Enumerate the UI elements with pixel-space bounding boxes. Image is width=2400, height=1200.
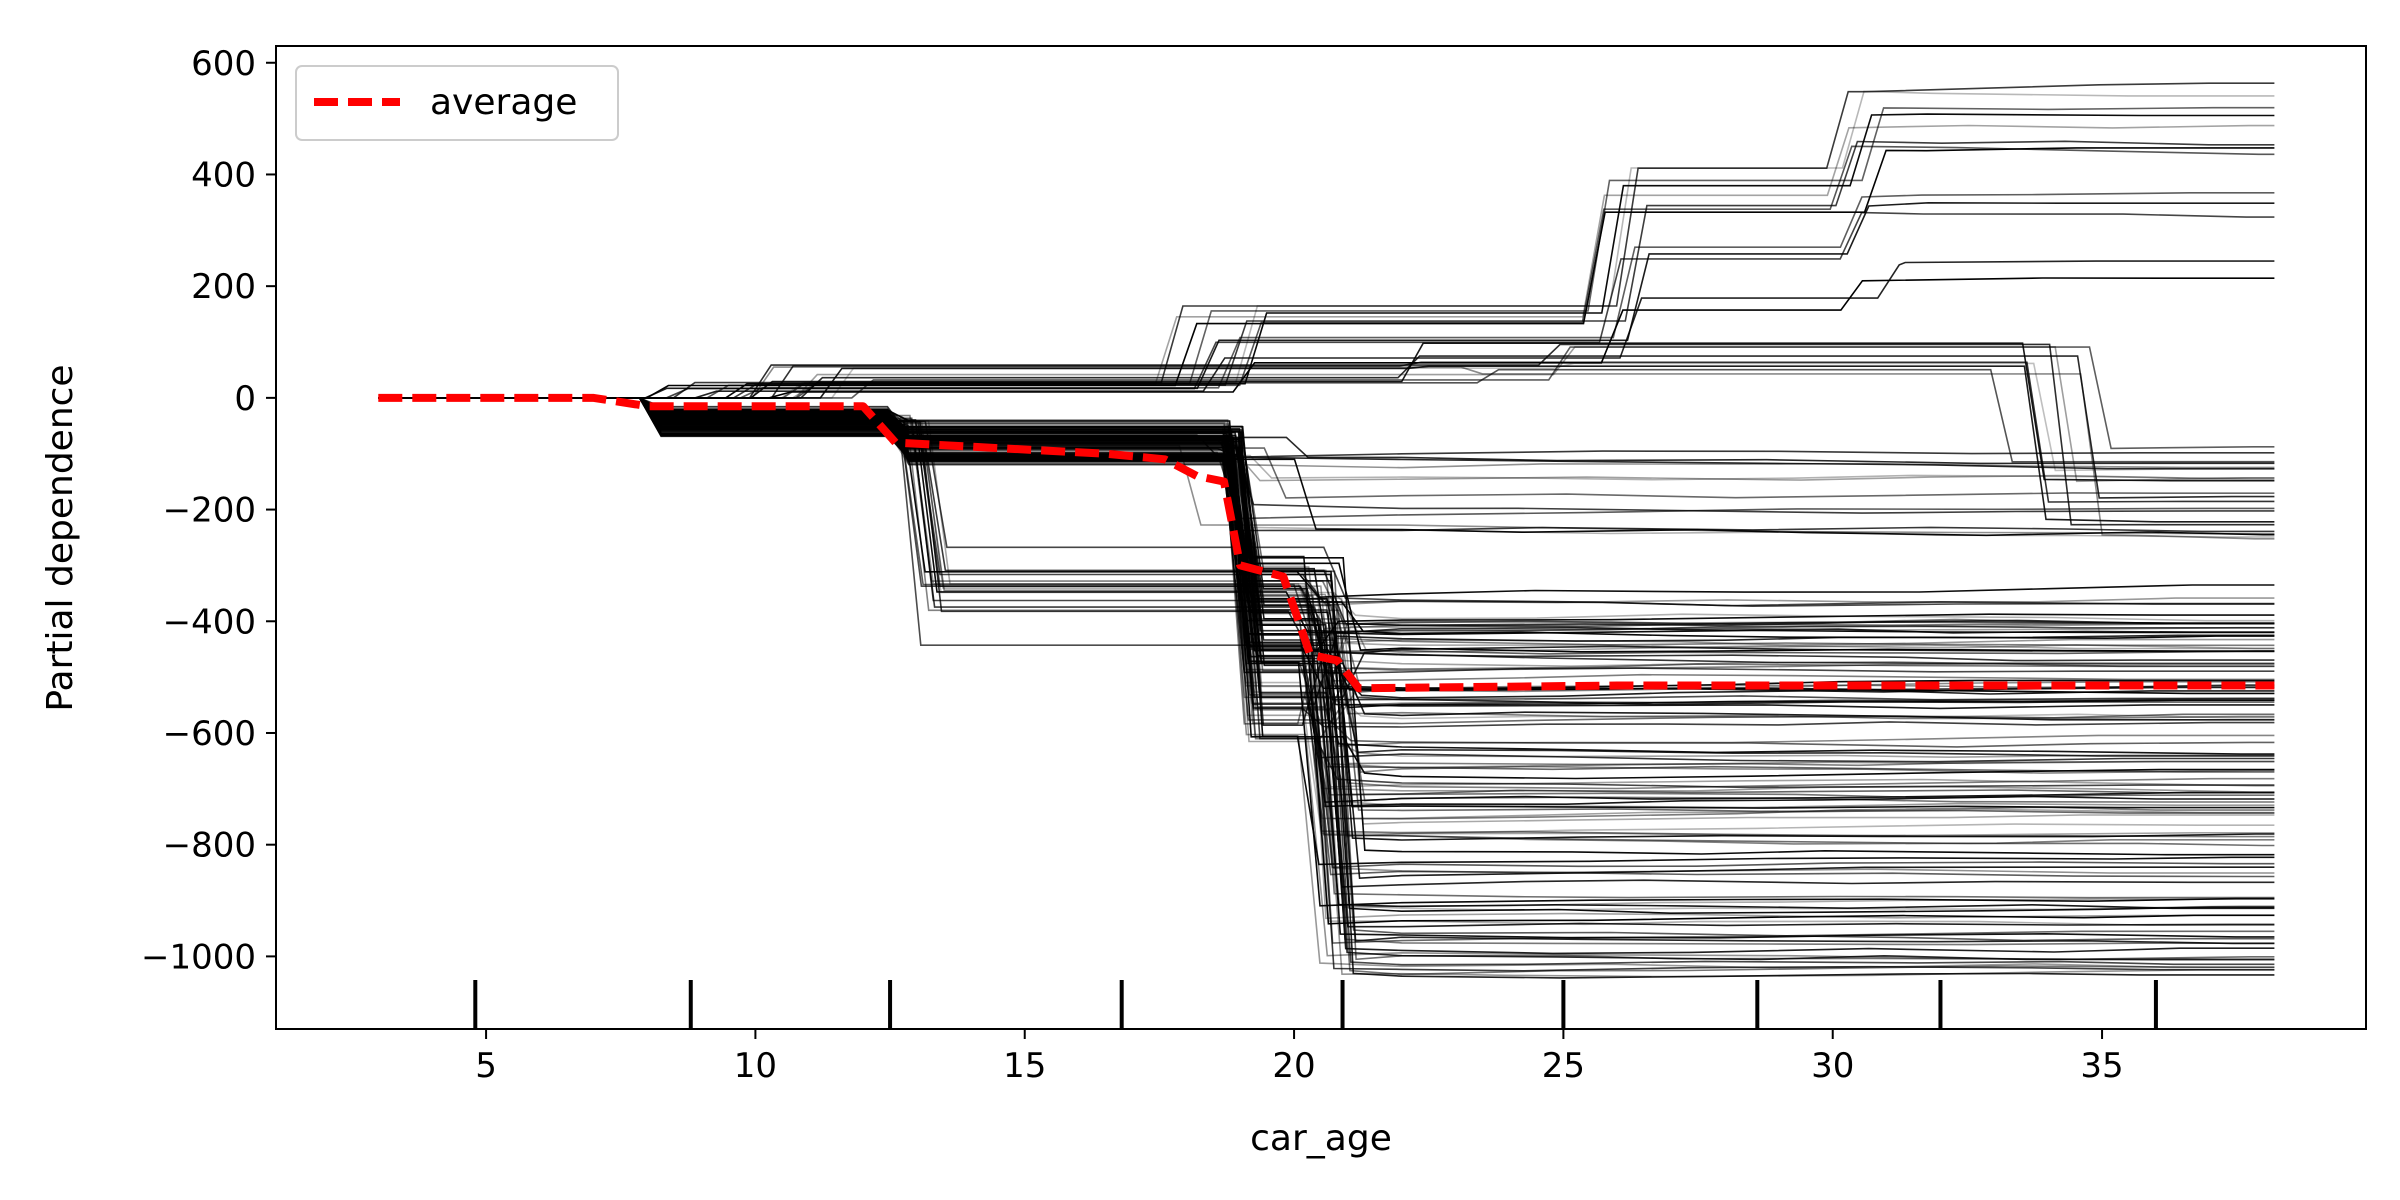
x-tick-label: 10 [734, 1046, 777, 1086]
legend-average-label: average [430, 82, 577, 123]
ice-curve [378, 113, 2275, 399]
x-tick-label: 20 [1272, 1046, 1315, 1086]
ice-curve [378, 397, 2275, 773]
ice-curve [378, 397, 2275, 672]
legend-box [295, 65, 619, 141]
ice-curve [378, 397, 2275, 845]
y-tick-label: −600 [163, 714, 256, 754]
y-tick-label: −1000 [141, 937, 256, 977]
x-tick-label: 25 [1542, 1046, 1585, 1086]
ice-curve [378, 397, 2275, 665]
ice-curve [378, 397, 2275, 909]
ice-curve [378, 368, 2275, 463]
ice-curve [378, 397, 2275, 482]
y-tick-label: 400 [191, 155, 256, 195]
ice-curve [378, 211, 2275, 399]
legend: average [295, 65, 619, 141]
ice-curve [378, 192, 2275, 399]
ice-curve [378, 397, 2275, 790]
ice-curve [378, 346, 2275, 483]
ice-curve [378, 397, 2275, 804]
ice-curve [378, 366, 2275, 540]
ice-curve [378, 82, 2275, 399]
y-tick-label: 0 [234, 379, 256, 419]
y-axis-ticks: 600 400 200 0 −200 −400 −600 −800 −1000 [141, 44, 276, 977]
y-tick-label: −400 [163, 602, 256, 642]
x-tick-label: 15 [1003, 1046, 1046, 1086]
ice-curve [378, 201, 2275, 399]
ice-curve [378, 397, 2275, 769]
average-line-group [378, 393, 2275, 693]
y-tick-label: 200 [191, 267, 256, 307]
y-tick-label: 600 [191, 44, 256, 84]
ice-curve [378, 277, 2275, 399]
ice-curve [378, 397, 2275, 925]
x-axis-label: car_age [1250, 1118, 1392, 1159]
average-line [378, 393, 2275, 693]
ice-curve [378, 90, 2275, 399]
x-axis-ticks: 5 10 15 20 25 30 35 [475, 1029, 2124, 1086]
ice-curve [378, 147, 2275, 399]
ice-curve [378, 260, 2275, 399]
ice-curve [378, 342, 2275, 482]
ice-curve [378, 397, 2275, 820]
x-tick-label: 30 [1811, 1046, 1854, 1086]
y-tick-label: −200 [163, 491, 256, 531]
ice-curve [378, 397, 2275, 636]
y-axis-label: Partial dependence [40, 364, 81, 711]
x-tick-label: 5 [475, 1046, 497, 1086]
rug-marks [473, 980, 2158, 1029]
x-tick-label: 35 [2080, 1046, 2123, 1086]
ice-curve [378, 397, 2275, 627]
plot-frame [275, 45, 2367, 1030]
y-tick-label: −800 [163, 826, 256, 866]
ice-curve [378, 397, 2275, 972]
ice-curve [378, 397, 2275, 748]
